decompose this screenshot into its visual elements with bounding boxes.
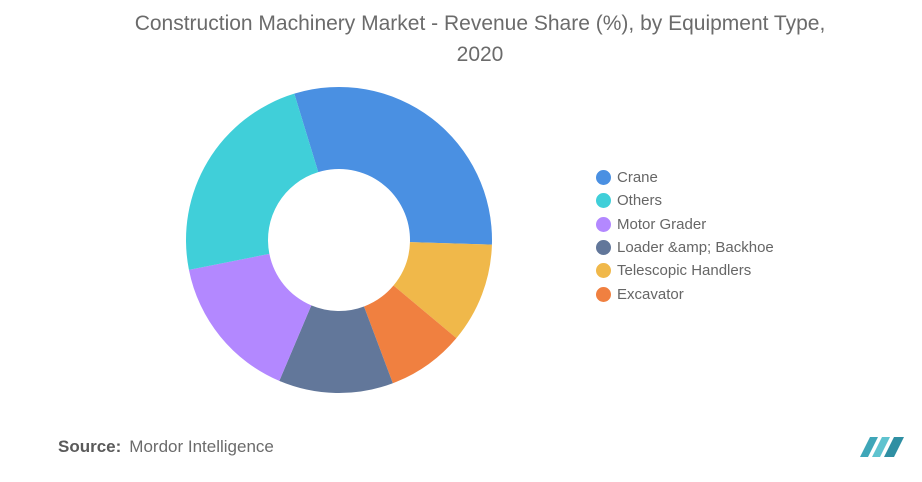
chart-title: Construction Machinery Market - Revenue … [60, 8, 900, 70]
slice-crane [294, 86, 493, 245]
legend-swatch [596, 170, 611, 186]
source-text: Mordor Intelligence [129, 437, 274, 456]
legend-item-motor-grader: Motor Grader [596, 213, 774, 236]
legend-swatch [596, 216, 611, 232]
legend-item-loader-amp-backhoe: Loader &amp; Backhoe [596, 236, 774, 259]
chart-title-line-1: Construction Machinery Market - Revenue … [134, 12, 826, 35]
slice-motor-grader [188, 253, 312, 381]
legend-label: Loader &amp; Backhoe [617, 239, 774, 257]
legend-item-excavator: Excavator [596, 282, 774, 305]
slice-telescopic-handlers [393, 242, 492, 339]
legend-label: Crane [617, 169, 658, 187]
legend-swatch [596, 193, 611, 209]
chart-title-line-2: 2020 [456, 43, 504, 66]
mordor-intelligence-logo-icon [860, 437, 904, 457]
legend-swatch [596, 286, 611, 302]
source-note: Source: Mordor Intelligence [58, 437, 274, 457]
legend-item-crane: Crane [596, 166, 774, 189]
legend-swatch [596, 240, 611, 256]
legend-label: Telescopic Handlers [617, 262, 752, 280]
slice-loader-amp-backhoe [279, 305, 393, 393]
slice-others [186, 93, 319, 270]
chart-legend: Crane Others Motor Grader Loader &amp; Back… [596, 166, 774, 306]
legend-label: Excavator [617, 285, 684, 303]
legend-label: Others [617, 192, 663, 210]
legend-item-telescopic-handlers: Telescopic Handlers [596, 259, 774, 282]
legend-swatch [596, 263, 611, 279]
legend-item-others: Others [596, 189, 774, 212]
source-label: Source: [58, 437, 122, 456]
legend-label: Motor Grader [617, 215, 707, 233]
slice-excavator [363, 285, 457, 384]
